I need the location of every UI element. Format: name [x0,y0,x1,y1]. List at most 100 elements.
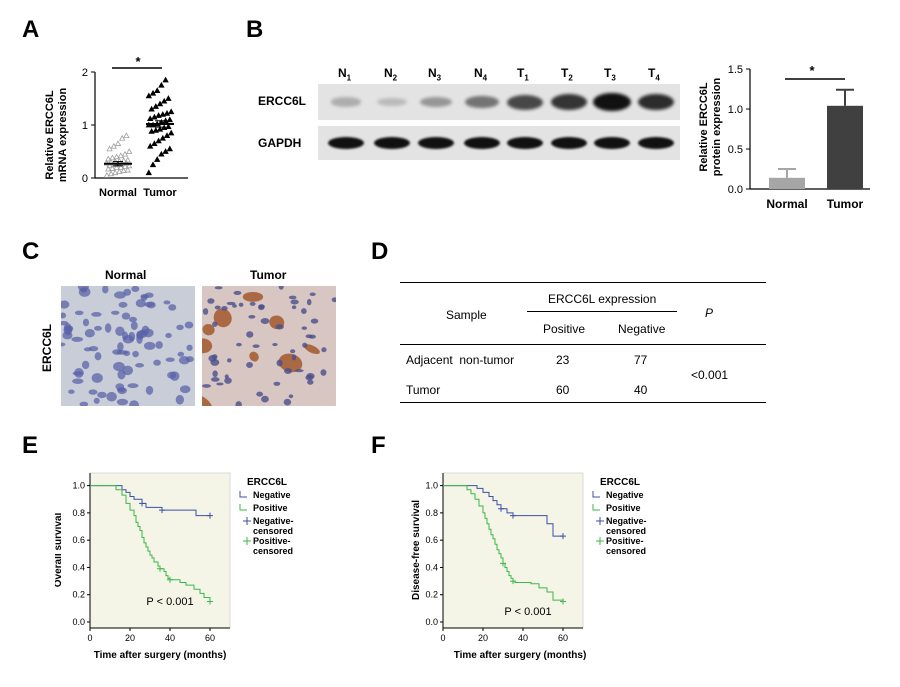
panel-e-ylabel: Overall survival [55,513,64,588]
panel-b-xtick-label: Normal [766,197,807,211]
ihc-nucleus [61,342,66,347]
ihc-nucleus [214,305,221,310]
panel-a-point [155,112,162,118]
panel-f-xlabel: Time after surgery (months) [454,650,587,661]
ihc-nucleus [116,387,126,392]
ihc-nucleus [202,384,211,388]
ihc-nucleus [116,398,129,406]
ihc-nucleus [226,358,232,363]
panel-a-point [105,155,112,162]
panel-a-point [123,132,130,138]
ihc-nucleus [127,383,139,389]
ihc-nucleus [175,394,184,405]
km-e-legend-swatch [239,491,247,498]
km-f-legend-label: censored [606,546,646,556]
panel-a-point [163,110,171,116]
ihc-nucleus [309,292,316,296]
ihc-nucleus [63,323,72,334]
km-e-legend-label: Negative- [253,516,294,526]
km-e-xtick-label: 40 [165,633,175,643]
blot-band-gapdh [374,137,410,149]
km-f-censor-mark [510,578,516,585]
km-f-legend-swatch [592,504,600,511]
panel-a-point [109,154,116,161]
ihc-nucleus [94,352,102,361]
panel-c-letter: C [22,238,40,265]
ihc-nucleus [210,358,220,366]
ihc-nucleus [301,308,307,314]
km-e-censor-mark [139,500,145,507]
panel-b-xtick-label: Tumor [827,197,864,211]
ihc-nucleus [145,385,154,395]
blot-gapdh-strip [318,126,680,160]
ihc-nucleus [256,391,264,397]
ihc-col-tumor: Tumor [250,268,287,282]
km-f-censor-mark [560,533,566,540]
panel-a-point [158,81,165,88]
lane-label: T3 [604,66,616,82]
km-e-censor-mark [159,507,165,514]
panel-b-bar [769,177,805,189]
ihc-nucleus [155,341,163,349]
km-e-ytick-label: 0.8 [72,508,85,518]
panel-e-legend: ERCC6L Negative Positive Negative-censoredP… [239,477,294,556]
ihc-nucleus [163,300,171,305]
ihc-nucleus [72,378,84,384]
panel-a-point [166,116,173,123]
ihc-nucleus [184,321,194,329]
ihc-nucleus [165,357,175,362]
panel-a-point [152,126,159,133]
panel-a-point [105,165,112,172]
km-f-ytick-label: 0.8 [425,508,438,518]
blot-band-gapdh [594,137,630,149]
blot-band-gapdh [464,137,500,149]
ihc-nucleus [81,360,90,370]
panel-b-ytick-label: 0.5 [728,144,743,156]
ihc-nucleus [302,342,308,348]
ihc-nucleus [169,371,180,381]
ihc-nucleus [131,286,140,292]
lane-label: N1 [338,66,351,82]
panel-a-sig-star: * [135,54,141,69]
km-e-legend-swatch [243,537,251,545]
lane-label-base: N [338,66,347,80]
ihc-nucleus [68,389,75,394]
blot-band-ercc6l [376,97,408,107]
km-f-legend-label: Negative- [606,516,647,526]
ihc-nucleus [214,286,223,290]
ihc-nucleus [288,394,294,399]
ihc-nucleus [91,373,103,383]
ihc-brown-stain [202,338,213,354]
panel-a-point [106,145,113,152]
panel-a-point [103,172,110,178]
blot-band-ercc6l [420,96,452,108]
km-e-censor-mark [167,576,173,583]
ihc-nucleus [306,298,312,306]
km-e-legend-title: ERCC6L [247,477,287,488]
panel-a-ytick-label: 1 [82,120,88,132]
panel-a-point [165,123,172,129]
panel-a-point [107,170,115,177]
lane-label: T4 [648,66,660,82]
panel-a-point [165,95,172,101]
km-f-ytick-label: 0.4 [425,562,438,572]
lane-label-sub: 2 [568,73,573,83]
ihc-nucleus [248,315,256,319]
km-f-xtick-label: 60 [558,633,568,643]
lane-label-base: T [604,66,612,80]
panel-a-point [124,166,131,173]
panel-a-point [126,148,133,154]
km-e-ytick-label: 0.6 [72,535,85,545]
ihc-nucleus [94,325,102,331]
blot-band-ercc6l [507,94,543,110]
lane-label-sub: 3 [436,73,442,83]
lane-label-base: T [561,66,569,80]
km-f-xtick-label: 20 [478,633,488,643]
table-row-adjacent-name: Adjacent non-tumor [406,353,515,367]
ihc-brown-stain [202,394,214,406]
ihc-nucleus [238,302,244,307]
ihc-nucleus [224,374,229,379]
panel-b-letter: B [246,16,264,43]
ihc-nucleus [114,291,126,299]
